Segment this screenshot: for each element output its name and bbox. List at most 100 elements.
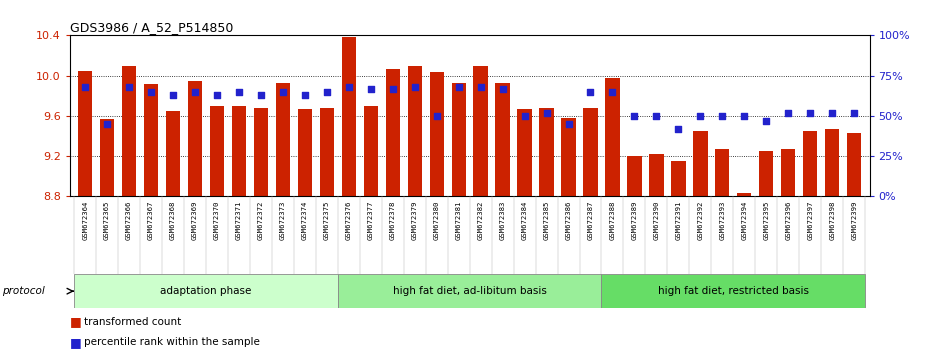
Bar: [320, 108, 334, 196]
Point: [605, 89, 620, 95]
Bar: [671, 161, 685, 196]
Bar: [78, 71, 92, 196]
Text: adaptation phase: adaptation phase: [160, 286, 252, 296]
Text: protocol: protocol: [2, 286, 45, 296]
Bar: [364, 106, 378, 196]
Point: [539, 110, 554, 115]
Point: [803, 110, 817, 115]
Bar: [144, 84, 158, 196]
Text: GSM672369: GSM672369: [192, 200, 198, 240]
Bar: [715, 149, 729, 196]
Text: GSM672390: GSM672390: [654, 200, 659, 240]
Point: [100, 121, 114, 127]
Bar: [341, 38, 356, 196]
Text: GSM672389: GSM672389: [631, 200, 637, 240]
Text: high fat diet, restricted basis: high fat diet, restricted basis: [658, 286, 809, 296]
Point: [298, 92, 312, 98]
Point: [122, 84, 137, 90]
Point: [517, 113, 532, 119]
Point: [364, 86, 379, 91]
Text: GSM672397: GSM672397: [807, 200, 813, 240]
Bar: [188, 81, 202, 196]
Point: [166, 92, 180, 98]
Text: GSM672370: GSM672370: [214, 200, 220, 240]
Bar: [759, 151, 774, 196]
Point: [583, 89, 598, 95]
Text: GSM672379: GSM672379: [412, 200, 418, 240]
Text: GSM672396: GSM672396: [785, 200, 791, 240]
Bar: [496, 83, 510, 196]
Point: [209, 92, 224, 98]
Point: [430, 113, 445, 119]
Point: [275, 89, 290, 95]
Text: GSM672394: GSM672394: [741, 200, 748, 240]
Text: GSM672376: GSM672376: [346, 200, 352, 240]
Text: GSM672375: GSM672375: [324, 200, 330, 240]
Text: GSM672364: GSM672364: [82, 200, 88, 240]
Text: GSM672381: GSM672381: [456, 200, 461, 240]
Text: GSM672374: GSM672374: [302, 200, 308, 240]
Text: GSM672371: GSM672371: [236, 200, 242, 240]
Point: [143, 89, 158, 95]
Point: [385, 86, 400, 91]
Text: GSM672392: GSM672392: [698, 200, 703, 240]
Text: GSM672368: GSM672368: [170, 200, 176, 240]
Point: [254, 92, 269, 98]
Point: [693, 113, 708, 119]
Text: GDS3986 / A_52_P514850: GDS3986 / A_52_P514850: [70, 21, 233, 34]
Text: GSM672378: GSM672378: [390, 200, 396, 240]
Bar: [275, 83, 290, 196]
Point: [737, 113, 751, 119]
Bar: [781, 149, 795, 196]
Point: [846, 110, 861, 115]
Text: GSM672386: GSM672386: [565, 200, 572, 240]
Text: GSM672384: GSM672384: [522, 200, 527, 240]
Point: [561, 121, 576, 127]
Bar: [298, 109, 312, 196]
Text: GSM672380: GSM672380: [433, 200, 440, 240]
Bar: [74, 274, 338, 308]
Bar: [407, 65, 422, 196]
Text: GSM672365: GSM672365: [104, 200, 110, 240]
Point: [319, 89, 334, 95]
Point: [451, 84, 466, 90]
Text: ■: ■: [70, 336, 86, 349]
Point: [341, 84, 356, 90]
Bar: [386, 69, 400, 196]
Bar: [583, 108, 598, 196]
Text: percentile rank within the sample: percentile rank within the sample: [84, 337, 259, 348]
Bar: [430, 72, 444, 196]
Point: [188, 89, 203, 95]
Bar: [338, 274, 602, 308]
Point: [671, 126, 685, 132]
Text: GSM672372: GSM672372: [258, 200, 264, 240]
Text: GSM672395: GSM672395: [764, 200, 769, 240]
Bar: [254, 108, 268, 196]
Text: GSM672373: GSM672373: [280, 200, 286, 240]
Point: [825, 110, 840, 115]
Text: GSM672385: GSM672385: [543, 200, 550, 240]
Bar: [602, 274, 865, 308]
Bar: [825, 129, 840, 196]
Point: [407, 84, 422, 90]
Bar: [232, 106, 246, 196]
Bar: [473, 65, 487, 196]
Bar: [693, 131, 708, 196]
Point: [232, 89, 246, 95]
Bar: [517, 109, 532, 196]
Text: GSM672387: GSM672387: [588, 200, 593, 240]
Text: GSM672393: GSM672393: [719, 200, 725, 240]
Bar: [452, 83, 466, 196]
Text: GSM672383: GSM672383: [499, 200, 506, 240]
Point: [495, 86, 510, 91]
Point: [473, 84, 488, 90]
Text: GSM672382: GSM672382: [478, 200, 484, 240]
Point: [649, 113, 664, 119]
Bar: [649, 154, 664, 196]
Text: ■: ■: [70, 315, 86, 328]
Bar: [100, 119, 114, 196]
Point: [759, 118, 774, 124]
Text: GSM672388: GSM672388: [609, 200, 616, 240]
Text: GSM672391: GSM672391: [675, 200, 682, 240]
Point: [78, 84, 93, 90]
